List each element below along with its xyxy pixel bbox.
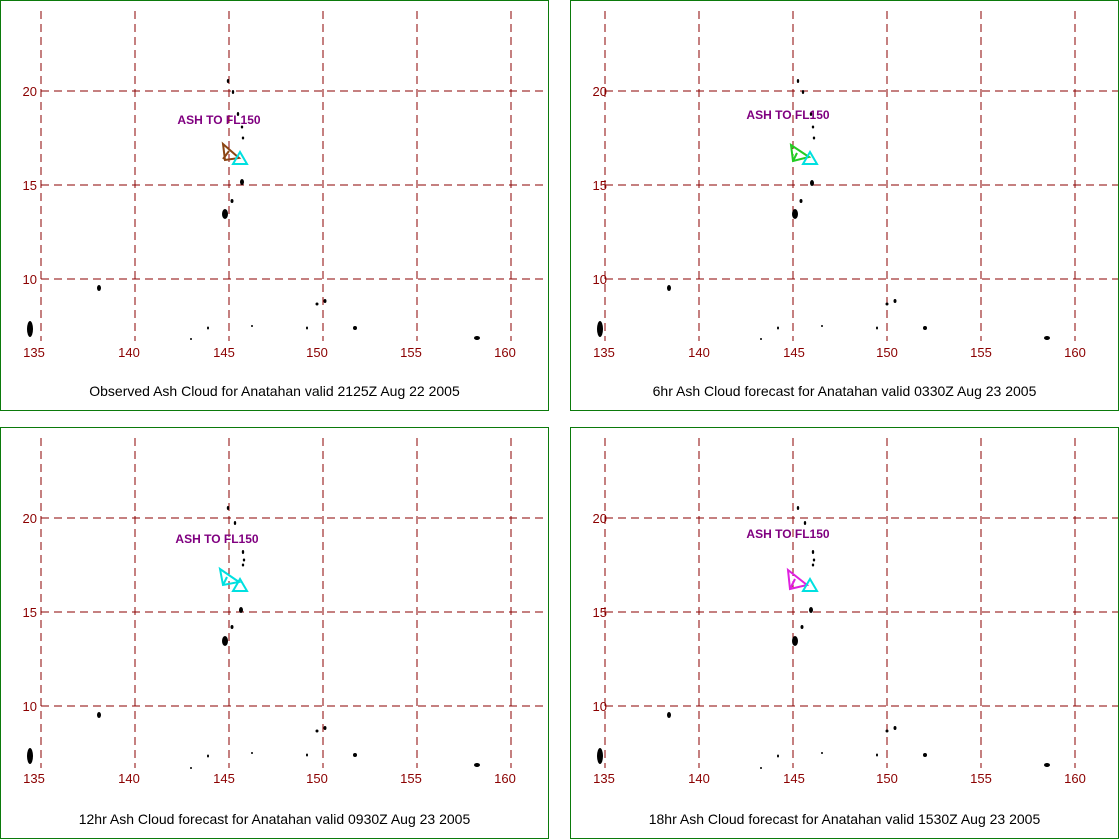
svg-text:15: 15 — [593, 605, 607, 620]
lat-labels: 20 15 10 — [23, 84, 37, 287]
svg-text:20: 20 — [593, 511, 607, 526]
panel-caption: 18hr Ash Cloud forecast for Anatahan val… — [648, 811, 1041, 827]
svg-text:155: 155 — [400, 345, 422, 360]
svg-text:140: 140 — [118, 771, 140, 786]
svg-text:150: 150 — [306, 345, 328, 360]
svg-text:20: 20 — [23, 84, 37, 99]
svg-text:15: 15 — [23, 178, 37, 193]
svg-text:135: 135 — [593, 771, 615, 786]
ash-cloud-polygon — [786, 567, 810, 591]
svg-text:160: 160 — [494, 771, 516, 786]
panel-caption: 12hr Ash Cloud forecast for Anatahan val… — [78, 811, 471, 827]
lat-labels: 20 15 10 — [593, 511, 607, 714]
svg-text:150: 150 — [306, 771, 328, 786]
lon-labels: 135 140 145 150 155 160 — [593, 345, 1086, 360]
map-canvas: ASH TO FL150 20 15 10 135 140 145 150 15… — [593, 438, 1118, 786]
ash-cloud-polygon — [218, 566, 242, 587]
volcano-marker-icon — [231, 150, 249, 165]
svg-text:140: 140 — [688, 771, 710, 786]
lon-labels: 135 140 145 150 155 160 — [23, 345, 516, 360]
svg-text:10: 10 — [23, 699, 37, 714]
svg-text:135: 135 — [23, 771, 45, 786]
map-panel-18hr: ASH TO FL150 20 15 10 135 140 145 150 15… — [570, 427, 1119, 839]
svg-text:20: 20 — [593, 84, 607, 99]
svg-text:10: 10 — [593, 699, 607, 714]
map-canvas: ASH TO FL150 20 15 10 135 140 145 150 15… — [23, 438, 548, 786]
grid — [40, 11, 548, 341]
svg-text:145: 145 — [783, 345, 805, 360]
svg-text:150: 150 — [876, 771, 898, 786]
volcano-marker-icon — [231, 577, 249, 592]
ash-cloud-polygon — [789, 142, 812, 163]
svg-text:20: 20 — [23, 511, 37, 526]
svg-text:10: 10 — [23, 272, 37, 287]
map-panel-6hr: ASH TO FL150 20 15 10 135 140 145 150 15… — [570, 0, 1119, 411]
ash-cloud-polygon — [221, 141, 242, 162]
volcano-marker-icon — [801, 577, 819, 592]
map-panel-12hr: ASH TO FL150 20 15 10 135 140 145 150 15… — [0, 427, 549, 839]
panel-caption: Observed Ash Cloud for Anatahan valid 21… — [89, 383, 460, 399]
svg-text:160: 160 — [1064, 345, 1086, 360]
svg-text:150: 150 — [876, 345, 898, 360]
svg-text:15: 15 — [593, 178, 607, 193]
islands — [597, 506, 1050, 769]
svg-text:140: 140 — [118, 345, 140, 360]
grid — [604, 11, 1118, 341]
map-panel-observed: ASH TO FL150 20 15 10 135 140 145 150 15… — [0, 0, 549, 411]
lon-labels: 135 140 145 150 155 160 — [23, 771, 516, 786]
svg-text:155: 155 — [970, 771, 992, 786]
svg-text:145: 145 — [783, 771, 805, 786]
map-canvas: ASH TO FL150 20 15 10 135 140 145 150 15… — [593, 11, 1118, 360]
svg-text:15: 15 — [23, 605, 37, 620]
grid — [40, 438, 548, 768]
ash-label: ASH TO FL150 — [746, 108, 829, 122]
panel-caption: 6hr Ash Cloud forecast for Anatahan vali… — [652, 383, 1037, 399]
svg-text:145: 145 — [213, 771, 235, 786]
ash-label: ASH TO FL150 — [177, 113, 260, 127]
volcano-marker-icon — [801, 150, 819, 165]
svg-text:135: 135 — [593, 345, 615, 360]
grid — [604, 438, 1118, 768]
svg-text:155: 155 — [400, 771, 422, 786]
lat-labels: 20 15 10 — [23, 511, 37, 714]
islands — [597, 79, 1050, 340]
ash-label: ASH TO FL150 — [746, 527, 829, 541]
map-canvas: ASH TO FL150 20 15 10 135 140 145 150 15… — [23, 11, 548, 360]
lon-labels: 135 140 145 150 155 160 — [593, 771, 1086, 786]
svg-text:135: 135 — [23, 345, 45, 360]
svg-text:10: 10 — [593, 272, 607, 287]
svg-text:155: 155 — [970, 345, 992, 360]
svg-text:160: 160 — [1064, 771, 1086, 786]
svg-text:160: 160 — [494, 345, 516, 360]
svg-text:145: 145 — [213, 345, 235, 360]
ash-label: ASH TO FL150 — [175, 532, 258, 546]
islands — [27, 79, 480, 340]
islands — [27, 506, 480, 769]
svg-text:140: 140 — [688, 345, 710, 360]
lat-labels: 20 15 10 — [593, 84, 607, 287]
